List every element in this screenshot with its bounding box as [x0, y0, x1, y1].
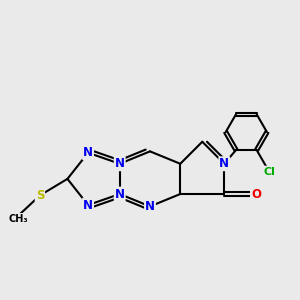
Text: N: N — [219, 157, 229, 170]
Text: N: N — [83, 199, 93, 212]
Text: N: N — [145, 200, 155, 213]
Text: CH₃: CH₃ — [8, 214, 28, 224]
Text: N: N — [83, 146, 93, 159]
Text: O: O — [251, 188, 261, 200]
Text: N: N — [115, 157, 125, 170]
Text: Cl: Cl — [264, 167, 276, 177]
Text: N: N — [115, 188, 125, 200]
Text: S: S — [36, 189, 44, 202]
